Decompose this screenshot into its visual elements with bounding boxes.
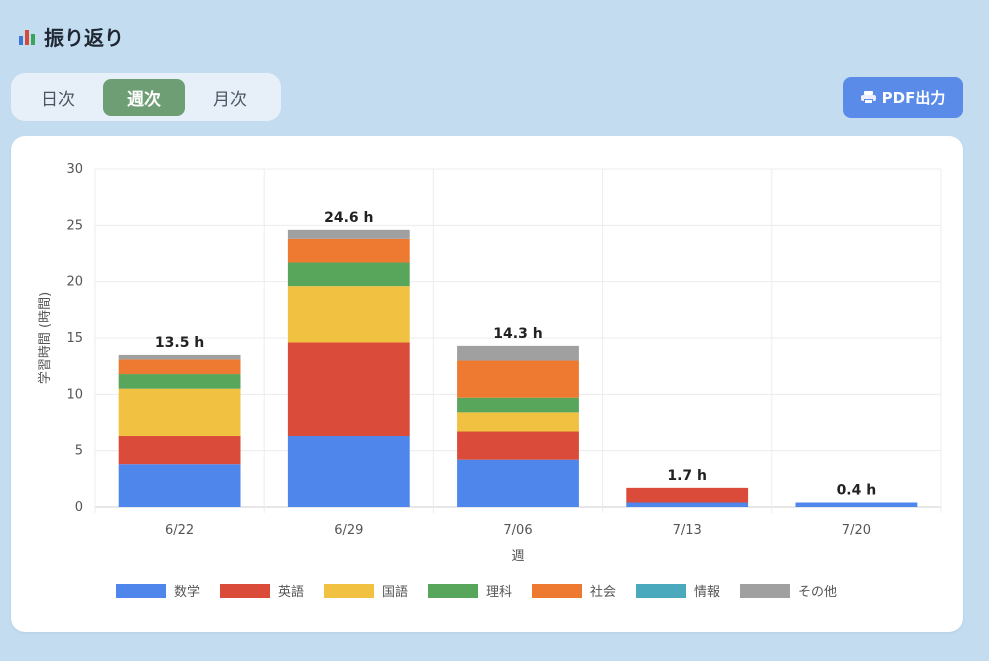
legend-label: 情報 <box>694 585 720 600</box>
bar-segment <box>287 262 410 287</box>
bar-segment <box>795 502 918 507</box>
x-axis-title: 週 <box>511 549 524 564</box>
bar-segment <box>118 374 241 389</box>
bar-segment <box>118 464 241 507</box>
legend-label: 理科 <box>486 585 512 600</box>
bar-total-label: 0.4 h <box>837 482 877 498</box>
pdf-export-label: PDF出力 <box>881 89 946 107</box>
bar-chart-icon <box>18 28 36 46</box>
y-tick-label: 0 <box>75 500 83 515</box>
legend-swatch <box>532 584 582 598</box>
legend-label: 英語 <box>278 584 304 600</box>
bar-segment <box>457 459 579 507</box>
bar-total-label: 13.5 h <box>155 335 204 351</box>
bar-segment <box>626 502 749 507</box>
legend-swatch <box>324 584 374 598</box>
bar-segment <box>457 360 579 398</box>
y-tick-label: 20 <box>66 275 83 290</box>
y-tick-label: 30 <box>66 162 83 177</box>
bar-segment <box>287 436 410 507</box>
bar-segment <box>118 359 241 375</box>
tab-daily[interactable]: 日次 <box>41 89 75 110</box>
bar-segment <box>457 431 579 460</box>
bar-segment <box>457 412 579 432</box>
bar-segment <box>287 238 410 263</box>
bar-segment <box>118 388 241 437</box>
page-title-text: 振り返り <box>44 26 124 50</box>
tab-monthly[interactable]: 月次 <box>213 89 247 110</box>
bar-segment <box>287 286 410 343</box>
bar-segment <box>118 354 241 360</box>
x-tick-label: 7/13 <box>673 523 702 538</box>
y-tick-label: 10 <box>66 387 83 402</box>
y-tick-label: 5 <box>75 444 83 459</box>
x-tick-label: 7/06 <box>503 523 532 538</box>
bar-total-label: 14.3 h <box>493 326 542 342</box>
x-tick-label: 7/20 <box>842 523 871 538</box>
pdf-export-button[interactable]: PDF出力 <box>843 77 963 118</box>
bar-total-label: 1.7 h <box>667 468 707 484</box>
bar-total-label: 24.6 h <box>324 210 373 226</box>
legend-label: 国語 <box>382 584 408 600</box>
bar-segment <box>626 487 749 503</box>
legend-swatch <box>116 584 166 598</box>
legend-label: その他 <box>798 585 837 600</box>
legend-swatch <box>428 584 478 598</box>
legend-swatch <box>220 584 270 598</box>
legend-swatch <box>740 584 790 598</box>
bar-segment <box>287 229 410 239</box>
x-tick-label: 6/29 <box>334 523 363 538</box>
printer-icon <box>860 91 876 104</box>
bar-segment <box>287 342 410 437</box>
x-tick-label: 6/22 <box>165 523 194 538</box>
chart-card: 0 5 10 15 20 25 30 13.5 h 6/22 24.6 h 6/29 14.3 h 7/… <box>11 136 963 632</box>
y-tick-label: 25 <box>66 218 83 233</box>
tab-weekly[interactable]: 週次 <box>103 78 185 116</box>
bar-segment <box>118 436 241 465</box>
legend-label: 数学 <box>174 584 200 600</box>
bar-segment <box>457 345 579 361</box>
bar-segment <box>457 397 579 413</box>
stacked-bar-chart: 0 5 10 15 20 25 30 13.5 h 6/22 24.6 h 6/29 14.3 h 7/… <box>37 162 942 600</box>
y-axis-title: 学習時間 (時間) <box>37 292 53 384</box>
y-tick-label: 15 <box>66 331 83 346</box>
legend-swatch <box>636 584 686 598</box>
page-title: 振り返り <box>18 22 124 51</box>
period-tabs: 日次 週次 月次 <box>11 73 281 121</box>
legend-label: 社会 <box>590 584 616 600</box>
